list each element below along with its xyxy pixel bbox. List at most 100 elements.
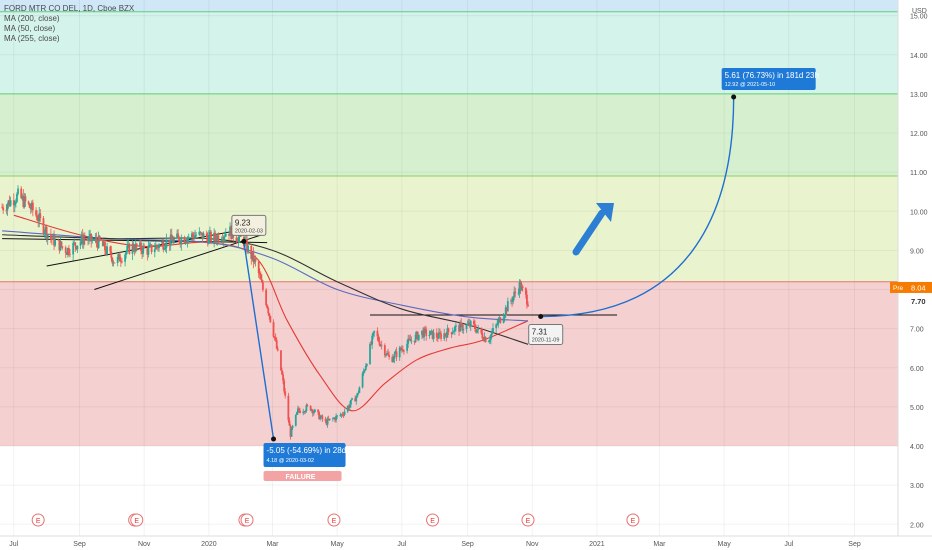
candle-body-146	[217, 235, 220, 242]
candle-body-223	[333, 417, 335, 419]
time-tick-13: Sep	[848, 541, 861, 548]
candle-body-259	[386, 353, 388, 355]
candle-body-222	[332, 418, 334, 420]
candle-body-325	[483, 337, 486, 341]
symbol-title[interactable]: FORD MTR CO DEL, 1D, Cboe BZX	[4, 4, 135, 13]
candle-body-136	[202, 233, 205, 240]
drop-measure-line	[243, 241, 275, 440]
candle-body-105	[157, 246, 159, 249]
candle-body-115	[171, 239, 174, 243]
candle-body-199	[297, 408, 299, 413]
candle-body-17	[27, 201, 30, 204]
time-axis: Jul Sep Nov 2020 Mar May Jul Sep Nov 2021 Mar May Ju…	[0, 535, 932, 550]
candle-body-145	[216, 235, 219, 242]
candle-body-232	[346, 406, 349, 412]
indicator-ma-255[interactable]: MA (255, close)	[4, 34, 60, 43]
candle-body-93	[140, 242, 142, 251]
candle-body-148	[221, 239, 224, 241]
candle-body-99	[148, 245, 151, 248]
last-badge-value: 7.70	[911, 297, 926, 306]
candle-body-134	[200, 232, 203, 234]
candle-body-62	[94, 238, 97, 241]
candle-body-324	[482, 338, 485, 341]
candle-body-178	[266, 305, 269, 308]
pre-badge-value: 8.04	[911, 283, 926, 292]
candle-body-284	[423, 328, 425, 338]
candle-body-107	[161, 241, 164, 245]
candle-body-312	[465, 324, 468, 330]
candle-body-289	[430, 330, 433, 332]
candle-body-205	[305, 405, 308, 411]
candle-body-241	[358, 387, 361, 393]
price-axis-bg	[898, 0, 932, 550]
candle-body-321	[477, 327, 480, 331]
drop-label-sub: 4.18 @ 2020-03-02	[267, 458, 314, 464]
candle-body-71	[106, 246, 108, 254]
candle-body-287	[428, 334, 431, 336]
candle-body-135	[201, 232, 204, 240]
candle-body-296	[440, 333, 442, 339]
event-marker-label-6: E	[430, 518, 435, 525]
candle-body-132	[198, 231, 201, 235]
candle-body-120	[179, 242, 182, 245]
candle-body-207	[309, 405, 312, 411]
candle-body-318	[474, 324, 476, 330]
event-marker-label-2: E	[134, 518, 139, 525]
candle-body-3	[6, 204, 9, 211]
candle-body-315	[468, 322, 471, 327]
candle-body-245	[364, 365, 367, 371]
candle-body-208	[310, 409, 313, 411]
candle-body-271	[403, 350, 405, 352]
indicator-ma-200[interactable]: MA (200, close)	[4, 14, 60, 23]
indicator-ma-50[interactable]: MA (50, close)	[4, 24, 56, 33]
candle-body-142	[213, 232, 216, 242]
candle-body-168	[251, 252, 254, 259]
price-tick-7: 9.00	[910, 248, 924, 255]
event-marker-5	[327, 513, 341, 527]
price-zones	[0, 0, 898, 447]
candle-body-206	[306, 405, 309, 406]
candle-body-101	[150, 244, 153, 253]
candle-body-170	[253, 258, 256, 263]
candle-body-24	[37, 220, 40, 222]
candle-body-30	[45, 226, 48, 239]
candle-body-272	[406, 343, 409, 351]
candle-body-141	[210, 231, 212, 242]
price-tick-8: 10.00	[910, 209, 928, 216]
candle-body-279	[415, 332, 418, 335]
time-tick-6: Jul	[397, 541, 406, 548]
candle-body-282	[421, 330, 423, 335]
candle-body-70	[105, 250, 107, 254]
time-tick-9: 2021	[589, 541, 605, 548]
last-badge-bg	[908, 295, 932, 307]
candle-body-255	[379, 344, 382, 346]
candle-body-293	[436, 337, 439, 339]
time-tick-4: Mar	[266, 541, 279, 548]
candle-body-182	[272, 322, 275, 337]
candle-body-176	[262, 282, 264, 290]
drop-start-point	[241, 238, 247, 244]
candle-body-186	[276, 348, 279, 351]
zone-band-2	[0, 93, 898, 177]
candle-body-193	[288, 420, 291, 426]
candle-body-49	[74, 242, 77, 247]
candle-body-349	[519, 282, 522, 291]
candle-body-81	[121, 261, 123, 263]
price-axis: USD2.003.004.005.006.007.008.009.0010.00…	[890, 0, 932, 550]
top-label-box	[231, 214, 267, 236]
candle-body-187	[280, 350, 282, 371]
candle-body-313	[466, 324, 469, 325]
candle-body-334	[497, 320, 500, 325]
candle-body-327	[487, 341, 490, 343]
candle-body-253	[377, 336, 380, 342]
candle-body-19	[29, 207, 32, 210]
candle-body-177	[265, 289, 268, 306]
trend-arrow-head	[596, 203, 614, 222]
candle-body-224	[334, 417, 336, 421]
price-tick-3: 5.00	[910, 405, 924, 412]
candle-body-280	[416, 332, 419, 340]
candle-body-122	[183, 237, 186, 244]
candle-body-174	[259, 274, 262, 280]
candle-body-211	[313, 409, 316, 413]
